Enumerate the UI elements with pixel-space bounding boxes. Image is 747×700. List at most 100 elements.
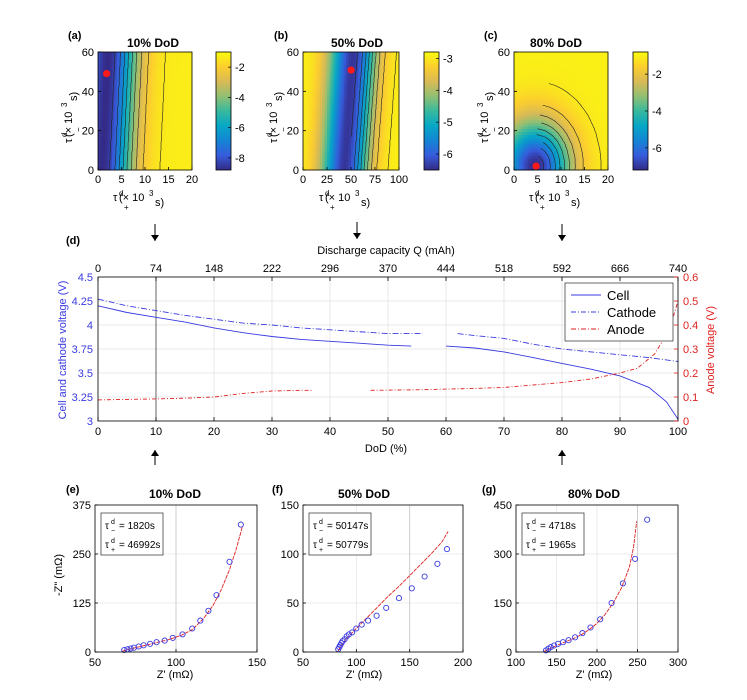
heatmap-cell [109, 113, 113, 118]
heatmap-cell [339, 161, 342, 165]
heatmap-cell [166, 93, 169, 97]
heatmap-cell [377, 96, 381, 100]
heatmap-cell [133, 125, 136, 130]
heatmap-cell [180, 111, 183, 115]
heatmap-cell [319, 93, 323, 97]
heatmap-cell [360, 87, 364, 91]
heatmap-cell [114, 158, 118, 162]
heatmap-cell [156, 134, 160, 138]
heatmap-cell [558, 137, 562, 141]
heatmap-cell [570, 63, 574, 68]
heatmap-cell [312, 52, 316, 56]
heatmap-cell [189, 69, 193, 74]
heatmap-cell [154, 113, 158, 118]
heatmap-cell [372, 108, 376, 112]
heatmap-cell [140, 90, 144, 94]
heatmap-cell [532, 113, 536, 118]
heatmap-cell [355, 108, 359, 112]
colorbar-tick-label: -4 [235, 92, 245, 104]
heatmap-cell [370, 54, 373, 59]
heatmap-cell [317, 158, 321, 162]
heatmap-cell [391, 167, 395, 171]
heatmap-cell [539, 155, 543, 159]
panel-b-label: (b) [274, 30, 288, 42]
heatmap-cell [348, 131, 352, 135]
heatmap-cell [537, 87, 541, 91]
heatmap-cell [579, 72, 583, 76]
heatmap-cell [152, 167, 155, 171]
heatmap-cell [175, 111, 179, 115]
heatmap-cell [303, 54, 306, 59]
heatmap-cell [568, 108, 571, 112]
heatmap-cell [537, 93, 541, 97]
heatmap-cell [577, 63, 581, 68]
heatmap-cell [322, 99, 325, 103]
heatmap-cell [556, 96, 560, 100]
heatmap-cell [187, 128, 191, 133]
heatmap-cell [135, 140, 139, 144]
heatmap-cell [382, 119, 385, 124]
heatmap-cell [561, 116, 564, 121]
heatmap-cell [305, 90, 309, 94]
heatmap-cell [379, 116, 383, 121]
heatmap-cell [584, 146, 588, 150]
heatmap-cell [116, 81, 120, 85]
heatmap-cell [187, 75, 191, 79]
heatmap-cell [568, 143, 571, 147]
heatmap-cell [346, 90, 349, 94]
heatmap-cell [109, 125, 113, 130]
heatmap-cell [375, 152, 378, 156]
heatmap-cell [187, 167, 191, 171]
heatmap-cell [107, 146, 111, 150]
heatmap-cell [140, 57, 144, 62]
heatmap-cell [339, 102, 342, 106]
heatmap-cell [546, 116, 550, 121]
heatmap-cell [184, 72, 188, 76]
heatmap-cell [145, 134, 148, 138]
heatmap-cell [105, 66, 108, 71]
heatmap-cell [542, 93, 545, 97]
heatmap-cell [112, 122, 115, 127]
heatmap-cell [112, 152, 115, 156]
heatmap-cell [98, 113, 101, 118]
heatmap-cell [556, 99, 560, 103]
heatmap-cell [114, 140, 118, 144]
heatmap-cell [112, 90, 115, 94]
heatmap-cell [105, 108, 108, 112]
heatmap-cell [152, 152, 155, 156]
heatmap-cell [561, 167, 564, 171]
heatmap-cell [530, 122, 534, 127]
heatmap-cell [582, 161, 585, 165]
heatmap-cell [187, 125, 191, 130]
heatmap-cell [556, 122, 560, 127]
heatmap-cell [365, 119, 369, 124]
heatmap-cell [182, 66, 186, 71]
heatmap-cell [518, 105, 522, 109]
heatmap-cell [137, 75, 141, 79]
heatmap-cell [353, 60, 357, 65]
heatmap-cell [168, 52, 172, 56]
heatmap-cell [189, 167, 193, 171]
heatmap-cell [182, 78, 186, 82]
heatmap-cell [102, 113, 106, 118]
heatmap-cell [336, 93, 340, 97]
heatmap-cell [353, 152, 357, 156]
heatmap-cell [563, 143, 567, 147]
heatmap-cell [572, 116, 576, 121]
heatmap-cell [565, 131, 569, 135]
heatmap-cell [575, 57, 578, 62]
heatmap-cell [140, 60, 144, 65]
heatmap-cell [589, 81, 592, 85]
heatmap-cell [563, 52, 567, 56]
heatmap-cell [598, 93, 602, 97]
heatmap-cell [307, 111, 311, 115]
heatmap-cell [112, 143, 115, 147]
heatmap-cell [307, 119, 311, 124]
heatmap-cell [372, 164, 376, 168]
heatmap-cell [556, 90, 560, 94]
heatmap-cell [584, 131, 588, 135]
heatmap-cell [173, 57, 176, 62]
heatmap-cell [189, 131, 193, 135]
heatmap-cell [572, 125, 576, 130]
heatmap-cell [556, 60, 560, 65]
